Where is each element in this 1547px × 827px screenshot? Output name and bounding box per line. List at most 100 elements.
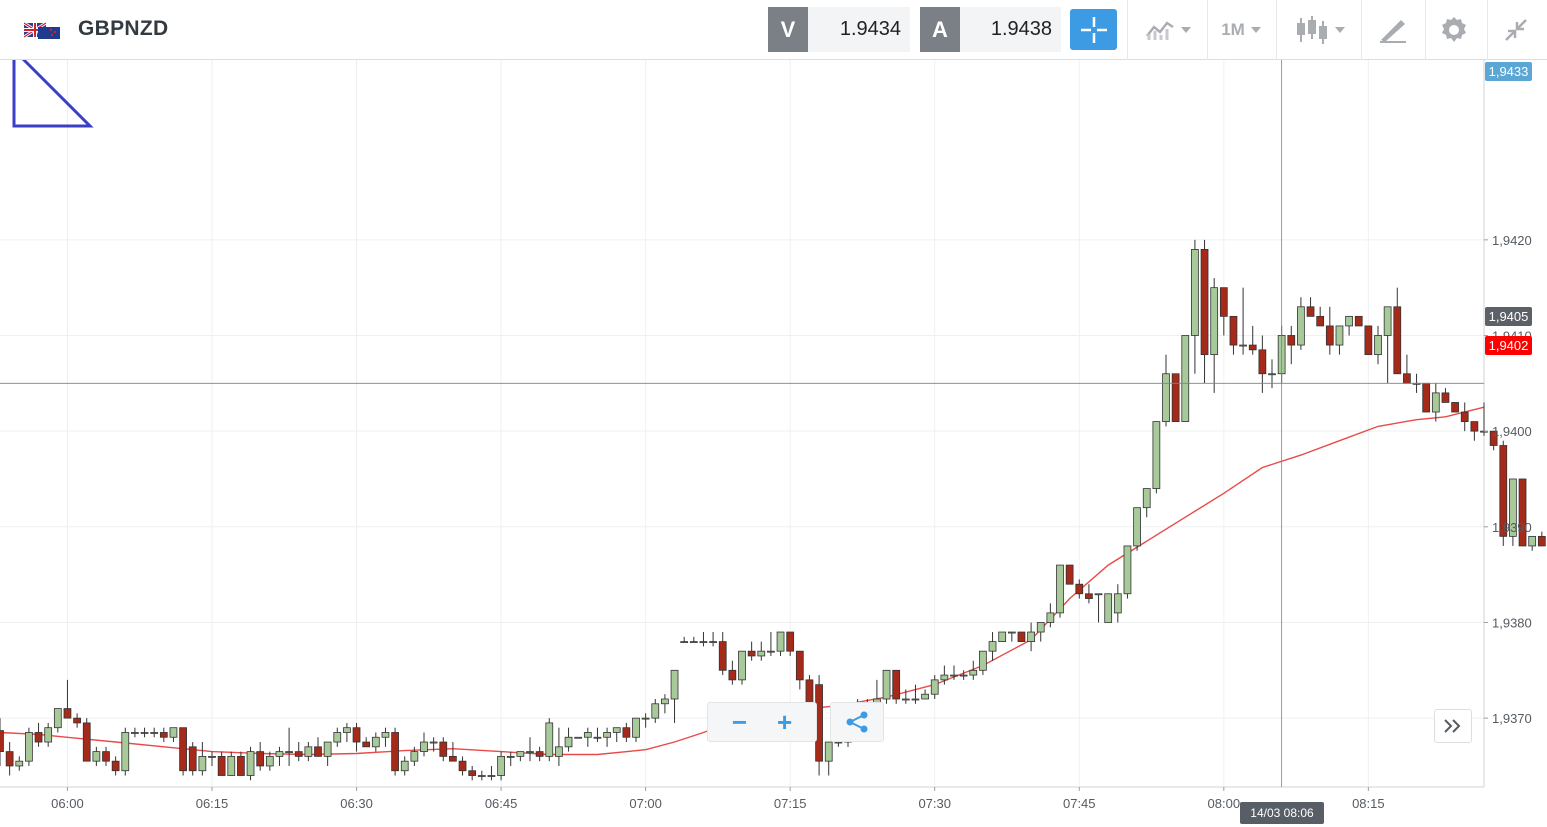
candle-body (882, 669, 891, 700)
candle (208, 751, 216, 766)
candle-body (1133, 507, 1141, 547)
candle (391, 727, 399, 776)
flag-gb-nz-icon (24, 21, 60, 39)
candle (439, 737, 448, 762)
drawing-tool-triangle-icon[interactable] (12, 46, 94, 128)
candle (1229, 315, 1238, 355)
candle-body (1094, 593, 1103, 596)
buy-price-box[interactable]: A 1.9438 (920, 7, 1061, 52)
timeframe-button[interactable]: 1M (1208, 0, 1274, 60)
candle (468, 765, 477, 781)
candle-body (632, 717, 640, 738)
candle (545, 718, 554, 762)
candle-body (738, 650, 746, 681)
candle (159, 727, 168, 743)
candle-body (670, 669, 679, 700)
candle (930, 675, 939, 699)
indicators-icon (1146, 21, 1174, 40)
x-tick-label: 07:15 (774, 796, 807, 811)
candle-body (1518, 478, 1527, 547)
candle (1210, 278, 1219, 393)
candle (1374, 325, 1382, 365)
collapse-button[interactable] (1488, 0, 1544, 60)
candle-body (400, 760, 409, 772)
candle-body (950, 674, 958, 677)
candle (140, 727, 149, 738)
candle (1171, 373, 1180, 422)
crosshair-button[interactable] (1070, 9, 1117, 50)
candle (1248, 325, 1257, 355)
indicators-button[interactable] (1130, 0, 1206, 60)
zoom-out-button[interactable]: − (731, 706, 747, 737)
candle (1007, 631, 1016, 642)
candle-body (1113, 593, 1122, 614)
candle (1065, 564, 1074, 585)
share-button[interactable] (830, 702, 884, 742)
candle-body (352, 727, 361, 743)
candle (1181, 335, 1190, 422)
x-tick-label: 07:30 (918, 796, 951, 811)
settings-button[interactable] (1426, 0, 1482, 60)
candle-body (102, 751, 110, 762)
top-price-label: 1,9433 (1485, 62, 1532, 81)
candle-body (1210, 287, 1219, 356)
candle-body (44, 727, 53, 743)
candle (34, 722, 43, 747)
candle (824, 741, 833, 776)
candle (1460, 402, 1469, 432)
candle-body (1431, 392, 1440, 413)
candle (718, 632, 727, 676)
candle-body (92, 751, 101, 762)
candle (1354, 315, 1363, 327)
zoom-in-button[interactable]: + (777, 706, 793, 737)
x-tick-label: 08:15 (1352, 796, 1385, 811)
y-tick-label: 1,9400 (1492, 424, 1532, 439)
candle (921, 689, 929, 700)
candle-body (728, 669, 737, 681)
candle-body (1142, 488, 1151, 509)
candle (169, 727, 178, 743)
candle (632, 717, 640, 743)
candle-body (0, 730, 4, 753)
sell-tag: V (768, 7, 808, 52)
candle-body (449, 755, 457, 762)
candle-body (1499, 445, 1508, 537)
candle (449, 742, 457, 762)
candle (747, 641, 756, 661)
candle-body (1354, 315, 1363, 327)
candle (603, 727, 611, 747)
candle (998, 631, 1007, 643)
candle-body (275, 751, 284, 757)
candle (709, 632, 717, 647)
candle-body (5, 751, 14, 767)
candle-body (824, 741, 833, 762)
candle-body (506, 755, 515, 758)
candle-body (680, 641, 689, 643)
candle (593, 727, 602, 743)
candle (150, 727, 159, 738)
candle (1325, 306, 1334, 355)
drawing-button[interactable] (1362, 0, 1424, 60)
candle (940, 665, 949, 685)
candle (959, 670, 968, 680)
candle (506, 751, 515, 766)
candle-body (458, 760, 467, 772)
candle-body (159, 732, 168, 738)
candle-body (699, 641, 708, 643)
candle (1056, 564, 1064, 618)
candle-body (1017, 631, 1026, 643)
candle-type-button[interactable] (1280, 0, 1360, 60)
scroll-to-end-button[interactable] (1434, 709, 1472, 743)
candle-body (131, 732, 139, 734)
candle-body (1441, 392, 1450, 403)
candle (1537, 531, 1546, 547)
candle (622, 722, 631, 743)
candle (882, 669, 891, 704)
candle (1499, 440, 1508, 546)
candle (612, 727, 621, 743)
candle (786, 631, 795, 656)
candle (1316, 306, 1325, 327)
y-tick-label: 1,9420 (1492, 233, 1532, 248)
sell-price-box[interactable]: V 1.9434 (768, 7, 910, 52)
